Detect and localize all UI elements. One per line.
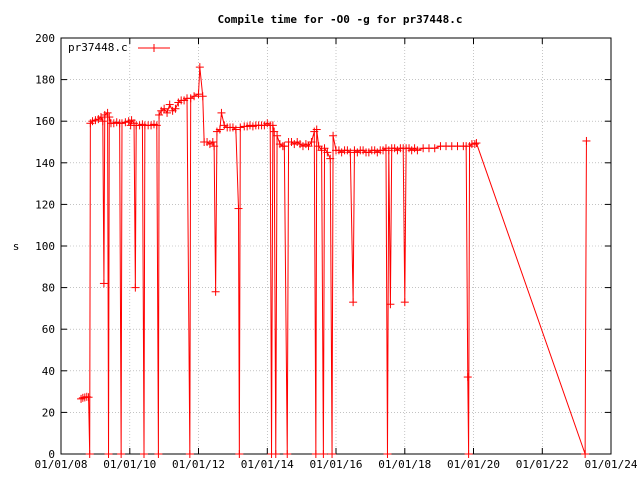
data-point [463, 373, 472, 382]
x-tick-label: 01/01/24 [585, 458, 638, 471]
data-point [130, 119, 139, 128]
data-point [96, 113, 105, 122]
y-tick-labels: 0 20 40 60 80 100 120 140 160 180 200 [35, 32, 55, 461]
data-point [186, 94, 195, 103]
data-point [160, 104, 169, 113]
y-tick-label: 160 [35, 115, 55, 128]
data-point [84, 393, 93, 402]
data-point [140, 450, 149, 458]
y-tick-label: 100 [35, 240, 55, 253]
data-point [155, 110, 164, 119]
data-point [464, 450, 473, 458]
y-tick-label: 200 [35, 32, 55, 45]
data-point [217, 108, 226, 117]
data-point [312, 125, 321, 134]
data-point [117, 450, 126, 458]
data-point [211, 287, 220, 296]
data-point [314, 142, 323, 151]
data-point [400, 298, 409, 307]
y-tick-label: 0 [48, 448, 55, 461]
legend-label: pr37448.c [68, 41, 128, 54]
data-point [231, 125, 240, 134]
data-point [77, 394, 86, 403]
y-tick-label: 180 [35, 74, 55, 87]
data-point [99, 279, 108, 288]
data-point [319, 450, 328, 458]
data-point [320, 144, 329, 153]
data-point [470, 140, 479, 149]
data-point [328, 450, 337, 458]
data-point [430, 144, 439, 153]
x-tick-label: 01/01/10 [103, 458, 156, 471]
data-point [472, 139, 481, 148]
data-point [270, 127, 279, 136]
y-tick-label: 40 [42, 365, 55, 378]
data-point [104, 450, 113, 458]
x-tick-label: 01/01/12 [172, 458, 225, 471]
data-point [185, 450, 194, 458]
data-point [131, 283, 140, 292]
data-point [165, 100, 174, 109]
x-tick-label: 01/01/16 [310, 458, 363, 471]
data-point [304, 142, 313, 151]
data-point [198, 92, 207, 101]
chart-title: Compile time for -O0 -g for pr37448.c [217, 13, 462, 26]
data-point [349, 298, 358, 307]
data-point [194, 90, 203, 99]
x-tick-labels: 01/01/08 01/01/10 01/01/12 01/01/14 01/01/16… [35, 458, 638, 471]
y-tick-label: 60 [42, 323, 55, 336]
data-point [268, 121, 277, 130]
legend: pr37448.c [68, 41, 170, 54]
data-point [329, 131, 338, 140]
data-point [103, 108, 112, 117]
axis-ticks [60, 37, 612, 455]
data-point [117, 119, 126, 128]
y-tick-label: 80 [42, 282, 55, 295]
data-point [323, 148, 332, 157]
data-point [307, 138, 316, 146]
data-point [98, 117, 107, 126]
data-point [271, 450, 280, 458]
data-point [190, 92, 199, 101]
data-point [280, 142, 289, 151]
y-tick-label: 20 [42, 406, 55, 419]
data-point [413, 146, 422, 155]
data-point [326, 154, 335, 163]
data-point [163, 108, 172, 117]
data-point [86, 119, 95, 128]
data-point [105, 113, 114, 122]
data-point [581, 450, 590, 458]
data-point [85, 450, 94, 458]
data-point [171, 104, 180, 113]
data-point [210, 142, 219, 151]
data-point [152, 121, 161, 130]
data-point [121, 118, 130, 127]
y-axis-label: s [13, 240, 20, 253]
data-point [154, 450, 163, 458]
data-point [195, 63, 204, 72]
data-point [346, 148, 355, 157]
data-point [234, 204, 243, 213]
y-tick-label: 140 [35, 157, 55, 170]
x-tick-label: 01/01/22 [516, 458, 569, 471]
data-point [383, 450, 392, 458]
data-point [311, 450, 320, 458]
data-point [208, 138, 217, 146]
x-tick-label: 01/01/20 [447, 458, 500, 471]
data-point [386, 300, 395, 309]
x-tick-label: 01/01/18 [378, 458, 431, 471]
y-tick-label: 120 [35, 198, 55, 211]
data-point [283, 450, 292, 458]
data-point [236, 123, 245, 132]
data-point [582, 136, 591, 145]
data-point [215, 125, 224, 134]
x-tick-label: 01/01/14 [241, 458, 294, 471]
data-point [235, 450, 244, 458]
x-tick-label: 01/01/08 [35, 458, 88, 471]
data-point [273, 131, 282, 140]
series-markers [77, 63, 591, 458]
